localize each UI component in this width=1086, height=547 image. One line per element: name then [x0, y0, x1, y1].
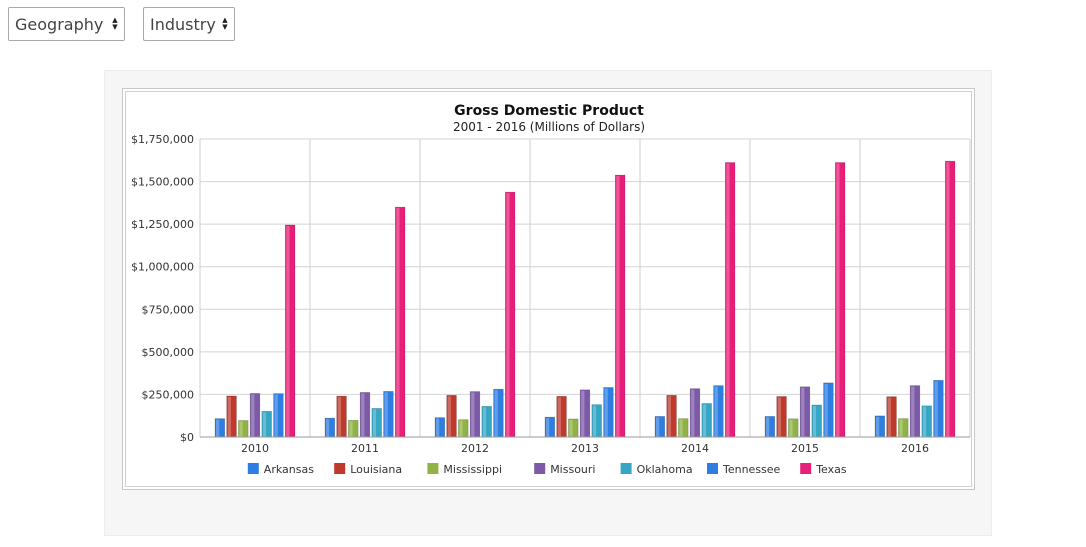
- bar-highlight: [396, 208, 400, 437]
- bars-layer: [214, 160, 956, 438]
- chart-title: Gross Domestic Product: [454, 103, 644, 119]
- bar-highlight: [482, 407, 487, 437]
- bar-highlight: [581, 390, 585, 437]
- bar-highlight: [274, 394, 278, 437]
- bar-highlight: [604, 388, 608, 437]
- bar-highlight: [471, 392, 475, 437]
- bar-highlight: [702, 404, 707, 437]
- bar-highlight: [616, 176, 620, 437]
- bar-highlight: [922, 406, 927, 437]
- bar-highlight: [384, 392, 388, 437]
- industry-select[interactable]: Industry ▲ ▼: [143, 7, 235, 41]
- bar-highlight: [361, 393, 365, 437]
- bar-highlight: [447, 396, 451, 437]
- legend-label-arkansas: Arkansas: [264, 463, 314, 476]
- axis-layer: $0 $250,000 $500,000 $750,000 $1,000,000 $1,2…: [131, 133, 970, 455]
- x-tick-label: 2013: [571, 442, 599, 455]
- bar-highlight: [899, 419, 903, 437]
- legend-swatch-texas: [800, 463, 812, 474]
- y-tick-label: $1,750,000: [131, 133, 194, 146]
- bar-highlight: [934, 381, 938, 437]
- legend-label-missouri: Missouri: [550, 463, 595, 476]
- chart-subtitle: 2001 - 2016 (Millions of Dollars): [453, 120, 645, 134]
- bar-highlight: [239, 421, 243, 437]
- legend-swatch-oklahoma: [620, 463, 632, 474]
- bar-highlight: [337, 397, 341, 437]
- x-tick-label: 2014: [681, 442, 709, 455]
- bar-highlight: [812, 405, 817, 437]
- bar-highlight: [726, 163, 730, 437]
- x-tick-label: 2012: [461, 442, 489, 455]
- x-tick-label: 2011: [351, 442, 379, 455]
- bar-highlight: [592, 405, 597, 437]
- legend-swatch-arkansas: [247, 463, 259, 474]
- legend-layer: Arkansas Louisiana Mississippi Missouri Okla…: [247, 463, 847, 476]
- bar-highlight: [789, 419, 793, 437]
- chart-inner-border: [125, 91, 972, 487]
- bar-highlight: [714, 386, 718, 437]
- y-tick-label: $1,000,000: [131, 261, 194, 274]
- legend-label-oklahoma: Oklahoma: [637, 463, 693, 476]
- industry-select-label: Industry: [150, 14, 216, 34]
- bar-highlight: [667, 396, 671, 437]
- legend-swatch-tennessee: [707, 463, 718, 474]
- y-tick-label: $500,000: [142, 346, 195, 359]
- bar-highlight: [459, 420, 463, 437]
- y-tick-label: $1,250,000: [131, 218, 194, 231]
- bar-highlight: [557, 397, 561, 437]
- bar-highlight: [766, 417, 770, 437]
- bar-highlight: [546, 418, 550, 437]
- bar-highlight: [494, 390, 498, 437]
- select-arrows-icon: ▲ ▼: [112, 16, 118, 31]
- bar-highlight: [251, 394, 255, 437]
- bar-highlight: [801, 387, 805, 437]
- bar-highlight: [436, 418, 440, 437]
- bar-highlight: [216, 419, 220, 437]
- legend-swatch-mississippi: [427, 463, 439, 474]
- legend-swatch-louisiana: [334, 463, 346, 474]
- legend-label-mississippi: Mississippi: [443, 463, 502, 476]
- bar-highlight: [911, 386, 915, 437]
- x-tick-label: 2010: [241, 442, 269, 455]
- bar-highlight: [227, 396, 231, 437]
- bar-highlight: [326, 419, 330, 437]
- bar-highlight: [569, 419, 573, 437]
- legend-label-tennessee: Tennessee: [722, 463, 781, 476]
- y-tick-label: $250,000: [142, 388, 195, 401]
- x-tick-label: 2015: [791, 442, 819, 455]
- bar-highlight: [349, 421, 353, 437]
- bar-highlight: [262, 412, 267, 437]
- bar-highlight: [876, 416, 880, 437]
- legend-label-louisiana: Louisiana: [350, 463, 402, 476]
- y-tick-label: $1,500,000: [131, 176, 194, 189]
- bar-highlight: [679, 419, 683, 437]
- x-tick-label: 2016: [901, 442, 929, 455]
- bar-highlight: [824, 383, 828, 437]
- legend-swatch-missouri: [534, 463, 546, 474]
- bar-highlight: [372, 409, 377, 437]
- bar-highlight: [506, 193, 510, 437]
- bar-highlight: [777, 397, 781, 437]
- legend-label-texas: Texas: [815, 463, 847, 476]
- bar-highlight: [887, 397, 891, 437]
- select-arrows-icon: ▲ ▼: [222, 16, 228, 31]
- bar-highlight: [946, 162, 950, 437]
- geography-select-label: Geography: [15, 14, 104, 34]
- bar-highlight: [836, 163, 840, 437]
- geography-select[interactable]: Geography ▲ ▼: [8, 7, 125, 41]
- bar-highlight: [656, 417, 660, 437]
- y-tick-label: $750,000: [142, 303, 195, 316]
- y-tick-label: $0: [180, 431, 194, 444]
- bar-highlight: [286, 225, 290, 437]
- bar-highlight: [691, 389, 695, 437]
